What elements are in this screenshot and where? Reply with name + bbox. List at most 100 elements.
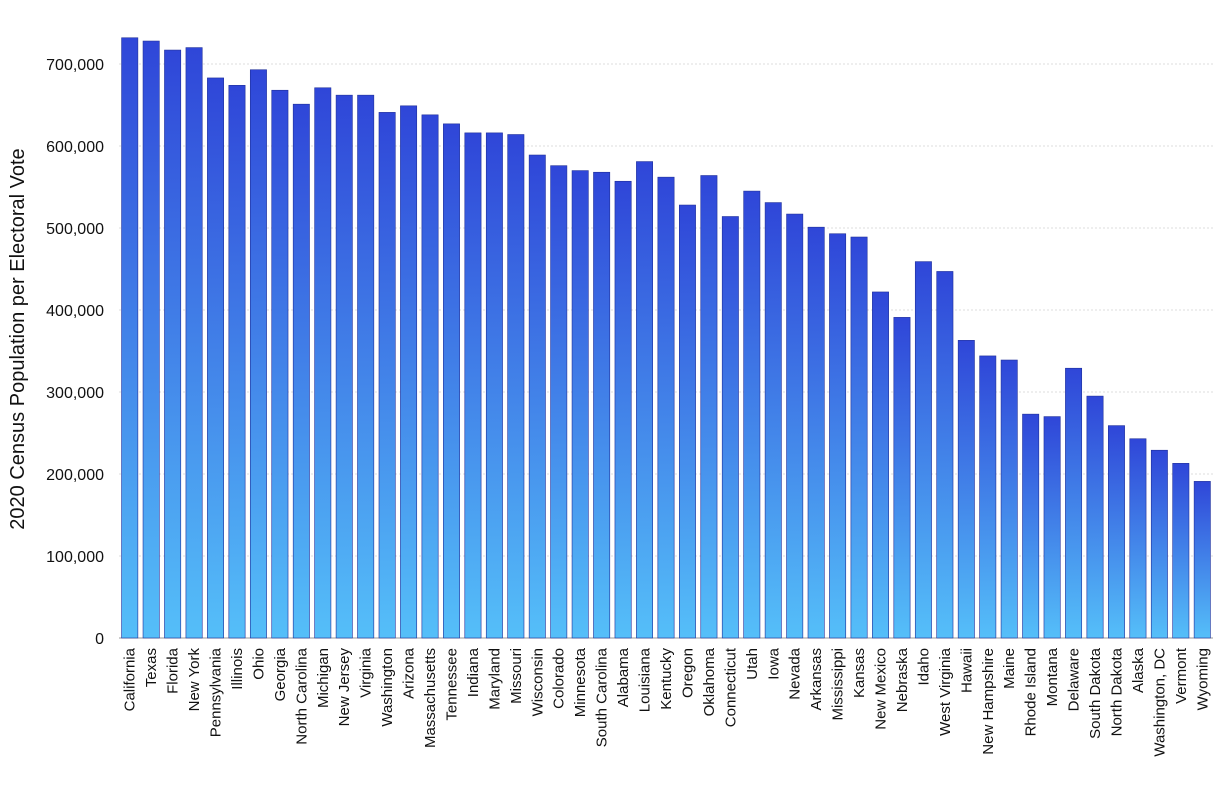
bar-new-york [185, 47, 203, 639]
bar-connecticut [721, 216, 739, 639]
x-tick-label: New Jersey [336, 648, 353, 727]
bar-virginia [357, 94, 375, 639]
bar-washington-dc [1150, 449, 1168, 639]
bar-pennsylvania [207, 77, 224, 639]
x-tick-label: Arkansas [808, 648, 825, 711]
x-axis-labels: California Texas Florida New York Pennsylvan… [122, 647, 1212, 756]
bar-iowa [764, 202, 782, 639]
bar-north-dakota [1108, 425, 1125, 639]
bar-washington [378, 112, 396, 639]
bar-oklahoma [700, 175, 718, 639]
x-tick-label: Oklahoma [701, 647, 718, 716]
bar-missouri [507, 134, 525, 639]
x-tick-label: Utah [744, 648, 761, 680]
y-tick-label: 700,000 [46, 57, 104, 74]
bar-new-jersey [335, 94, 353, 639]
bar-michigan [314, 87, 332, 639]
x-tick-label: Nevada [787, 647, 804, 699]
y-tick-label: 500,000 [46, 221, 104, 238]
y-tick-label: 200,000 [46, 467, 104, 484]
bar-new-hampshire [979, 355, 997, 639]
bar-arkansas [807, 226, 825, 639]
x-tick-label: Alabama [615, 647, 632, 707]
x-tick-label: Ohio [250, 648, 267, 680]
x-tick-label: Connecticut [722, 647, 739, 727]
bar-new-mexico [872, 291, 889, 639]
bar-oregon [678, 204, 696, 639]
bar-florida [164, 49, 182, 639]
bar-texas [142, 40, 160, 639]
y-tick-label: 0 [95, 631, 104, 648]
x-tick-label: Washington [379, 648, 396, 727]
bar-hawaii [957, 340, 975, 639]
x-tick-label: Alaska [1130, 647, 1147, 693]
x-tick-label: Maryland [486, 648, 503, 710]
x-tick-label: Oregon [679, 648, 696, 698]
x-tick-label: North Dakota [1108, 647, 1125, 736]
x-tick-label: New Mexico [873, 648, 890, 730]
x-tick-label: South Dakota [1087, 647, 1104, 739]
x-tick-label: New York [186, 648, 203, 712]
x-tick-label: Delaware [1066, 648, 1083, 711]
x-tick-label: Illinois [229, 648, 246, 690]
x-tick-label: Massachusetts [422, 648, 439, 748]
bar-wisconsin [528, 154, 546, 639]
bar-mississippi [829, 233, 847, 639]
bar-utah [743, 190, 761, 639]
x-tick-label: Iowa [765, 647, 782, 679]
x-tick-label: Arizona [401, 647, 418, 699]
bar-ohio [249, 69, 267, 639]
bar-alaska [1129, 438, 1147, 639]
bar-alabama [614, 180, 632, 639]
x-tick-label: Michigan [315, 648, 332, 708]
bar-vermont [1172, 463, 1190, 639]
y-tick-label: 600,000 [46, 139, 104, 156]
bar-california [121, 37, 139, 639]
y-tick-label: 300,000 [46, 385, 104, 402]
x-tick-label: Texas [143, 648, 160, 687]
x-tick-label: Florida [165, 647, 182, 694]
bar-maine [1000, 359, 1018, 639]
x-tick-label: Louisiana [637, 647, 654, 712]
bar-massachusetts [421, 114, 439, 639]
y-tick-label: 400,000 [46, 303, 104, 320]
x-tick-label: Kansas [851, 648, 868, 698]
x-tick-label: New Hampshire [980, 648, 997, 755]
x-tick-label: California [122, 647, 139, 711]
bar-north-carolina [292, 103, 310, 639]
bar-montana [1043, 416, 1061, 639]
bar-maryland [485, 132, 503, 639]
bar-kansas [850, 236, 868, 639]
bar-arizona [400, 105, 418, 639]
x-tick-label: Indiana [465, 647, 482, 697]
x-tick-label: Nebraska [894, 647, 911, 712]
x-tick-label: Kentucky [658, 648, 675, 710]
x-tick-label: Vermont [1173, 647, 1190, 704]
bar-minnesota [571, 170, 589, 639]
bar-rhode-island [1022, 413, 1040, 639]
x-tick-label: Washington, DC [1151, 648, 1168, 757]
x-tick-label: Montana [1044, 647, 1061, 706]
x-tick-label: Tennessee [443, 648, 460, 721]
x-tick-label: Virginia [358, 647, 375, 697]
x-tick-label: North Carolina [293, 647, 310, 744]
bar-nebraska [893, 317, 911, 639]
x-tick-label: Wyoming [1194, 648, 1211, 710]
x-tick-label: Rhode Island [1023, 648, 1040, 736]
x-tick-label: Georgia [272, 647, 289, 701]
y-tick-label: 100,000 [46, 549, 104, 566]
x-tick-label: West Virginia [937, 647, 954, 735]
x-tick-label: Pennsylvania [208, 647, 225, 737]
y-axis-title: 2020 Census Population per Electoral Vot… [7, 148, 29, 529]
bar-illinois [228, 85, 246, 639]
x-tick-label: Wisconsin [529, 648, 546, 716]
bar-nevada [786, 213, 804, 639]
x-tick-label: Maine [1001, 648, 1018, 689]
x-tick-label: Colorado [551, 648, 568, 709]
bar-south-dakota [1086, 395, 1104, 639]
bar-colorado [550, 165, 568, 639]
y-axis-ticks: 0 100,000 200,000 300,000 400,000 500,000 600,… [46, 57, 104, 648]
bar-tennessee [443, 123, 460, 639]
bar-kentucky [657, 176, 675, 639]
